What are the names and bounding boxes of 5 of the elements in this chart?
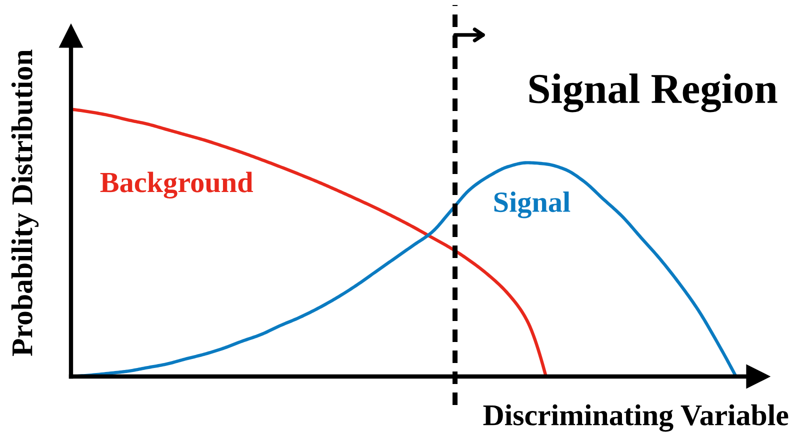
series-label: Signal <box>494 192 570 218</box>
y-axis-title: Probability Distribution <box>11 50 39 356</box>
series-label: Background <box>100 172 253 198</box>
annotation: Signal Region <box>529 73 778 112</box>
x-axis-title: Discriminating Variable <box>483 404 788 432</box>
